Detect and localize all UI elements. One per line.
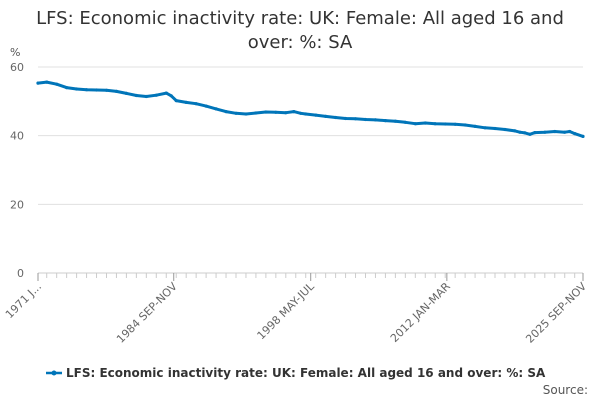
chart-title-line-1: LFS: Economic inactivity rate: UK: Femal… — [36, 8, 564, 29]
data-point[interactable] — [134, 93, 138, 98]
data-point[interactable] — [104, 88, 109, 92]
data-point[interactable] — [184, 100, 188, 104]
data-point[interactable] — [344, 116, 348, 121]
data-point[interactable] — [94, 88, 99, 92]
data-point[interactable] — [453, 122, 457, 126]
y-tick-label: 40 — [10, 130, 24, 143]
data-point[interactable] — [154, 93, 158, 97]
data-point[interactable] — [75, 87, 79, 91]
data-point[interactable] — [518, 130, 522, 134]
y-tick-label: 20 — [10, 198, 24, 211]
data-point[interactable] — [543, 130, 547, 134]
legend[interactable]: LFS: Economic inactivity rate: UK: Femal… — [46, 366, 546, 380]
data-point[interactable] — [513, 129, 517, 133]
legend-label[interactable]: LFS: Economic inactivity rate: UK: Femal… — [66, 366, 546, 380]
data-point[interactable] — [383, 119, 387, 123]
data-point[interactable] — [234, 111, 238, 115]
gridlines — [38, 66, 583, 205]
data-point[interactable] — [144, 94, 148, 99]
data-point[interactable] — [204, 104, 208, 108]
data-point[interactable] — [553, 129, 557, 134]
y-axis-unit-label: % — [10, 46, 20, 59]
data-point[interactable] — [194, 102, 198, 106]
data-point[interactable] — [568, 129, 572, 134]
data-point[interactable] — [55, 82, 59, 86]
data-point[interactable] — [573, 132, 577, 136]
data-point[interactable] — [264, 110, 268, 114]
legend-marker-icon — [51, 370, 57, 376]
data-point[interactable] — [403, 120, 407, 124]
data-point[interactable] — [393, 119, 397, 123]
y-axis-ticks: 0 20 40 60 — [10, 61, 24, 280]
data-point[interactable] — [581, 134, 585, 138]
data-point[interactable] — [164, 91, 168, 95]
data-point[interactable] — [483, 126, 487, 130]
data-point[interactable] — [533, 131, 537, 135]
data-point[interactable] — [224, 110, 228, 114]
data-point[interactable] — [334, 115, 338, 120]
source-label: Source: — [543, 383, 588, 397]
data-point[interactable] — [274, 110, 278, 114]
y-tick-label: 0 — [17, 267, 24, 280]
data-point[interactable] — [169, 94, 173, 98]
x-tick-label: 2012 JAN-MAR — [388, 280, 453, 345]
data-point[interactable] — [45, 80, 49, 84]
data-point[interactable] — [244, 112, 248, 116]
data-point[interactable] — [85, 88, 89, 92]
data-point[interactable] — [292, 110, 296, 114]
data-point[interactable] — [433, 122, 437, 126]
x-tick-label: 1998 MAY-JUL — [255, 279, 318, 342]
x-tick-label: 1971 J... — [3, 280, 44, 321]
series-lines — [36, 80, 585, 138]
y-tick-label: 60 — [10, 61, 24, 74]
data-point[interactable] — [563, 130, 567, 134]
data-point[interactable] — [473, 124, 477, 128]
data-point[interactable] — [363, 117, 368, 122]
x-tick-label: 2025 SEP-NOV — [523, 280, 589, 346]
data-point[interactable] — [314, 113, 318, 117]
data-point[interactable] — [523, 131, 527, 135]
data-point[interactable] — [413, 122, 417, 126]
x-tick-label: 1984 SEP-NOV — [114, 280, 180, 346]
data-point[interactable] — [324, 114, 328, 118]
data-point[interactable] — [373, 118, 378, 122]
data-point[interactable] — [299, 111, 303, 115]
data-point[interactable] — [65, 86, 69, 90]
data-point[interactable] — [254, 111, 258, 115]
data-point[interactable] — [423, 121, 427, 125]
chart-title-line-2: over: %: SA — [248, 32, 353, 53]
data-point[interactable] — [493, 126, 497, 131]
data-point[interactable] — [353, 117, 358, 121]
data-point[interactable] — [463, 123, 467, 127]
data-point[interactable] — [528, 132, 532, 136]
data-point[interactable] — [124, 91, 128, 95]
data-point[interactable] — [304, 112, 308, 116]
data-point[interactable] — [114, 89, 119, 93]
data-point[interactable] — [174, 99, 178, 103]
series-line-0[interactable] — [36, 80, 585, 138]
data-point[interactable] — [214, 107, 218, 111]
x-axis: 1971 J... 1984 SEP-NOV 1998 MAY-JUL 2012 JA… — [3, 272, 589, 346]
data-point[interactable] — [443, 122, 447, 126]
data-point[interactable] — [503, 127, 507, 132]
data-point[interactable] — [36, 81, 40, 85]
data-point[interactable] — [284, 111, 288, 115]
